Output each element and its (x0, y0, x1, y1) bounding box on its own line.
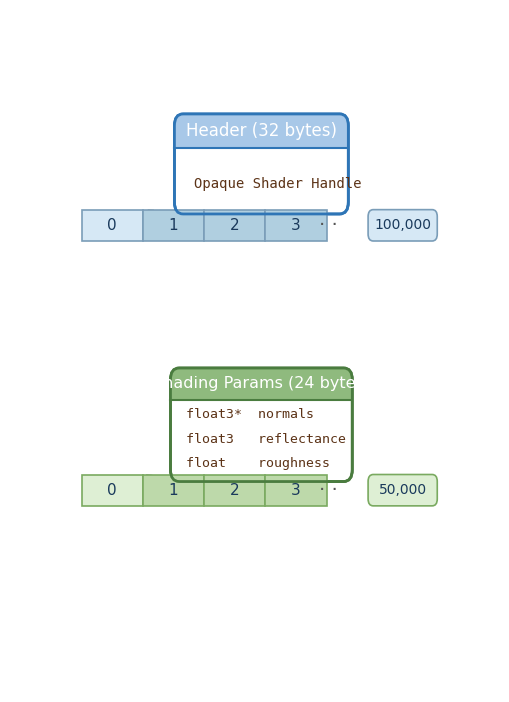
Text: 2: 2 (230, 483, 239, 498)
Text: 1: 1 (168, 218, 178, 233)
Bar (265, 475, 326, 506)
Text: Header (32 bytes): Header (32 bytes) (185, 122, 336, 140)
Text: float3*  normals: float3* normals (186, 408, 314, 421)
Text: Shading Params (24 bytes): Shading Params (24 bytes) (153, 376, 369, 392)
Bar (174, 129, 348, 148)
Text: 3: 3 (291, 218, 300, 233)
Bar (204, 475, 265, 506)
Text: 100,000: 100,000 (374, 218, 430, 232)
Text: · ·: · · (319, 481, 337, 500)
Text: 0: 0 (107, 218, 117, 233)
FancyBboxPatch shape (367, 475, 436, 506)
Text: Opaque Shader Handle: Opaque Shader Handle (194, 178, 361, 191)
FancyBboxPatch shape (170, 368, 352, 400)
Text: 1: 1 (168, 483, 178, 498)
Text: 50,000: 50,000 (378, 483, 426, 497)
Text: float3   reflectance: float3 reflectance (186, 432, 346, 446)
Bar (143, 210, 204, 241)
FancyBboxPatch shape (174, 114, 348, 214)
FancyBboxPatch shape (367, 210, 436, 241)
Bar (81, 475, 143, 506)
FancyBboxPatch shape (170, 368, 352, 482)
Bar (143, 475, 204, 506)
Text: · ·: · · (319, 216, 337, 235)
Bar (170, 383, 352, 400)
FancyBboxPatch shape (174, 114, 348, 148)
Bar (81, 210, 143, 241)
Bar (204, 210, 265, 241)
Text: 2: 2 (230, 218, 239, 233)
Text: float    roughness: float roughness (186, 457, 330, 470)
Text: 0: 0 (107, 483, 117, 498)
Text: 3: 3 (291, 483, 300, 498)
Bar (265, 210, 326, 241)
